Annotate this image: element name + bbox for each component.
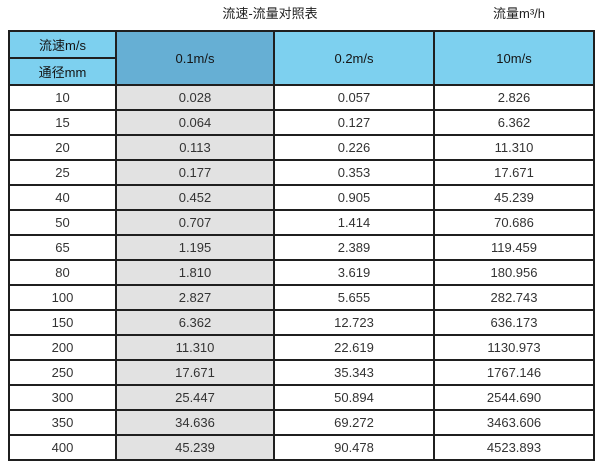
flow-value-cell: 2.826 bbox=[433, 84, 595, 111]
column-header-0-2ms: 0.2m/s bbox=[273, 30, 435, 86]
table-row: 200 11.310 22.619 1130.973 bbox=[8, 334, 595, 361]
table-row: 350 34.636 69.272 3463.606 bbox=[8, 409, 595, 436]
flow-unit-label: 流量m³/h bbox=[492, 6, 545, 21]
diameter-cell: 80 bbox=[8, 259, 117, 286]
table-row: 150 6.362 12.723 636.173 bbox=[8, 309, 595, 336]
column-header-10ms: 10m/s bbox=[433, 30, 595, 86]
flow-value-cell: 0.707 bbox=[115, 209, 275, 236]
flow-value-cell: 22.619 bbox=[273, 334, 435, 361]
flow-value-cell: 282.743 bbox=[433, 284, 595, 311]
flow-value-cell: 0.064 bbox=[115, 109, 275, 136]
diameter-cell: 20 bbox=[8, 134, 117, 161]
flow-value-cell: 6.362 bbox=[115, 309, 275, 336]
diameter-cell: 350 bbox=[8, 409, 117, 436]
column-header-0-1ms: 0.1m/s bbox=[115, 30, 275, 86]
flow-value-cell: 0.057 bbox=[273, 84, 435, 111]
diameter-cell: 15 bbox=[8, 109, 117, 136]
flow-value-cell: 2.827 bbox=[115, 284, 275, 311]
flow-value-cell: 0.028 bbox=[115, 84, 275, 111]
table-row: 300 25.447 50.894 2544.690 bbox=[8, 384, 595, 411]
flow-value-cell: 25.447 bbox=[115, 384, 275, 411]
diameter-cell: 50 bbox=[8, 209, 117, 236]
flow-value-cell: 35.343 bbox=[273, 359, 435, 386]
flow-value-cell: 2.389 bbox=[273, 234, 435, 261]
table-row: 20 0.113 0.226 11.310 bbox=[8, 134, 595, 161]
table-row: 250 17.671 35.343 1767.146 bbox=[8, 359, 595, 386]
diameter-cell: 40 bbox=[8, 184, 117, 211]
flow-value-cell: 1.414 bbox=[273, 209, 435, 236]
flow-value-cell: 2544.690 bbox=[433, 384, 595, 411]
corner-velocity-label: 流速m/s bbox=[8, 30, 117, 59]
flow-value-cell: 90.478 bbox=[273, 434, 435, 461]
table-header: 流速m/s 0.1m/s 0.2m/s 10m/s 通径mm bbox=[8, 30, 595, 86]
diameter-cell: 400 bbox=[8, 434, 117, 461]
flow-value-cell: 1.810 bbox=[115, 259, 275, 286]
diameter-cell: 100 bbox=[8, 284, 117, 311]
flow-value-cell: 1767.146 bbox=[433, 359, 595, 386]
flow-value-cell: 17.671 bbox=[433, 159, 595, 186]
flow-value-cell: 45.239 bbox=[115, 434, 275, 461]
flow-value-cell: 1.195 bbox=[115, 234, 275, 261]
flow-value-cell: 50.894 bbox=[273, 384, 435, 411]
diameter-cell: 250 bbox=[8, 359, 117, 386]
corner-diameter-label: 通径mm bbox=[8, 57, 117, 86]
diameter-cell: 65 bbox=[8, 234, 117, 261]
flow-value-cell: 0.353 bbox=[273, 159, 435, 186]
flow-value-cell: 34.636 bbox=[115, 409, 275, 436]
table-row: 15 0.064 0.127 6.362 bbox=[8, 109, 595, 136]
diameter-cell: 300 bbox=[8, 384, 117, 411]
flow-value-cell: 0.127 bbox=[273, 109, 435, 136]
flow-value-cell: 180.956 bbox=[433, 259, 595, 286]
table-row: 65 1.195 2.389 119.459 bbox=[8, 234, 595, 261]
diameter-cell: 10 bbox=[8, 84, 117, 111]
table-row: 80 1.810 3.619 180.956 bbox=[8, 259, 595, 286]
table-row: 400 45.239 90.478 4523.893 bbox=[8, 434, 595, 461]
flow-value-cell: 6.362 bbox=[433, 109, 595, 136]
table-row: 10 0.028 0.057 2.826 bbox=[8, 84, 595, 111]
flow-value-cell: 69.272 bbox=[273, 409, 435, 436]
flow-value-cell: 0.177 bbox=[115, 159, 275, 186]
table-row: 50 0.707 1.414 70.686 bbox=[8, 209, 595, 236]
flow-value-cell: 12.723 bbox=[273, 309, 435, 336]
flow-value-cell: 636.173 bbox=[433, 309, 595, 336]
flow-value-cell: 17.671 bbox=[115, 359, 275, 386]
flow-value-cell: 70.686 bbox=[433, 209, 595, 236]
header-row-top: 流速m/s 0.1m/s 0.2m/s 10m/s bbox=[8, 30, 595, 86]
table-row: 25 0.177 0.353 17.671 bbox=[8, 159, 595, 186]
flow-value-cell: 11.310 bbox=[433, 134, 595, 161]
flow-value-cell: 0.905 bbox=[273, 184, 435, 211]
diameter-cell: 25 bbox=[8, 159, 117, 186]
flow-value-cell: 0.452 bbox=[115, 184, 275, 211]
table-row: 100 2.827 5.655 282.743 bbox=[8, 284, 595, 311]
table-title: 流速-流量对照表 bbox=[222, 6, 318, 21]
flow-value-cell: 45.239 bbox=[433, 184, 595, 211]
flow-value-cell: 11.310 bbox=[115, 334, 275, 361]
table-row: 40 0.452 0.905 45.239 bbox=[8, 184, 595, 211]
flow-conversion-table: 流速m/s 0.1m/s 0.2m/s 10m/s 通径mm 10 0.028 0.… bbox=[8, 30, 595, 461]
flow-value-cell: 3.619 bbox=[273, 259, 435, 286]
flow-value-cell: 0.226 bbox=[273, 134, 435, 161]
flow-value-cell: 5.655 bbox=[273, 284, 435, 311]
flow-value-cell: 0.113 bbox=[115, 134, 275, 161]
flow-value-cell: 3463.606 bbox=[433, 409, 595, 436]
flow-value-cell: 4523.893 bbox=[433, 434, 595, 461]
diameter-cell: 200 bbox=[8, 334, 117, 361]
header-row-bottom: 通径mm bbox=[8, 57, 594, 86]
diameter-cell: 150 bbox=[8, 309, 117, 336]
flow-value-cell: 1130.973 bbox=[433, 334, 595, 361]
table-body: 10 0.028 0.057 2.826 15 0.064 0.127 6.362 20 0.11… bbox=[8, 84, 595, 461]
flow-value-cell: 119.459 bbox=[433, 234, 595, 261]
